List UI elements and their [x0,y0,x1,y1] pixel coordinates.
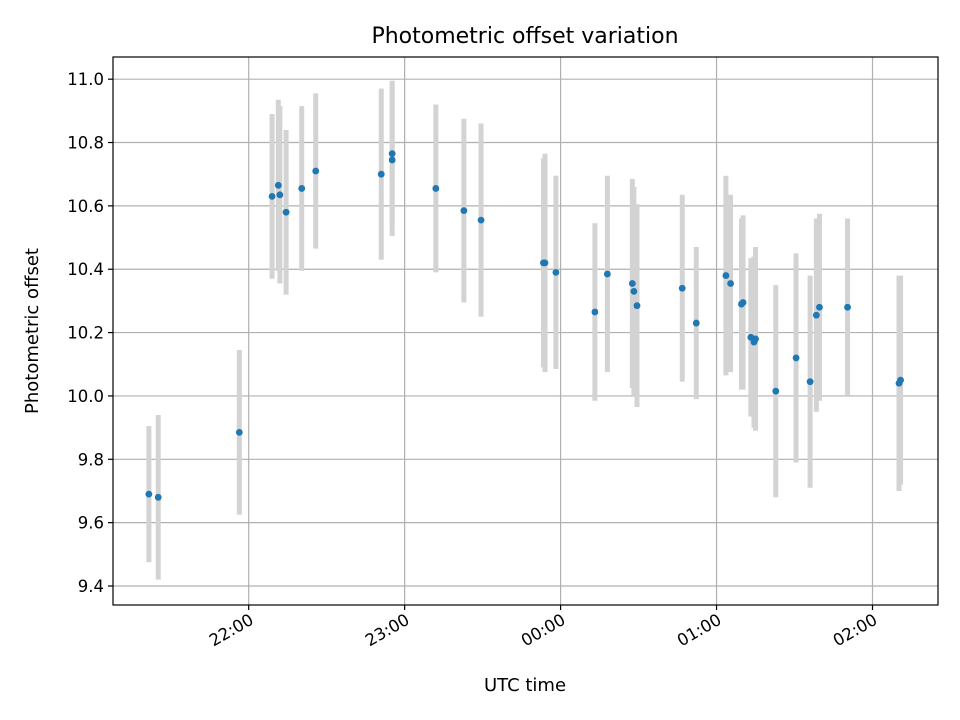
data-point [678,284,686,292]
data-point [377,170,385,178]
data-point [897,376,904,384]
data-point [298,185,306,192]
data-point [460,207,468,215]
data-point [432,185,440,192]
data-point [235,428,243,436]
data-point [388,150,396,158]
data-point [633,302,641,310]
data-point [388,156,396,164]
data-point [772,387,780,395]
y-axis-label: Photometric offset [22,248,43,414]
data-point [603,270,611,278]
data-point [154,493,162,501]
y-tick-label: 10.0 [67,387,104,406]
y-tick-label: 10.4 [67,260,104,279]
data-point [628,280,636,287]
y-tick-label: 9.6 [78,514,104,533]
y-axis: 9.4 9.6 9.8 10.0 10.2 10.4 10.6 10.8 11.0 [67,70,113,596]
y-tick-label: 10.2 [67,324,104,343]
data-point [282,208,290,216]
data-point [268,192,276,200]
data-point [752,335,759,343]
chart-title: Photometric offset variation [371,24,678,49]
data-point [816,303,823,311]
y-tick-label: 10.8 [67,134,104,153]
data-point [844,303,851,311]
data-point [312,167,320,175]
data-point [692,319,700,327]
data-point [812,311,820,319]
grid [113,57,938,605]
data-point [806,378,814,386]
y-tick-label: 10.6 [67,197,104,216]
data-point [276,191,284,199]
data-point [722,272,730,279]
data-point [792,354,800,362]
data-point [274,181,282,189]
data-point [145,490,153,498]
y-tick-label: 9.8 [78,450,104,469]
data-point [477,216,485,224]
data-point [739,299,747,306]
data-point [552,268,560,276]
data-point [541,259,549,267]
y-tick-label: 11.0 [67,70,104,89]
data-point [630,288,638,295]
x-axis-label: UTC time [484,675,566,696]
plot-frame [112,56,939,606]
data-point [727,280,734,287]
y-tick-label: 9.4 [78,577,104,596]
data-point [591,308,599,316]
markers [145,150,904,501]
